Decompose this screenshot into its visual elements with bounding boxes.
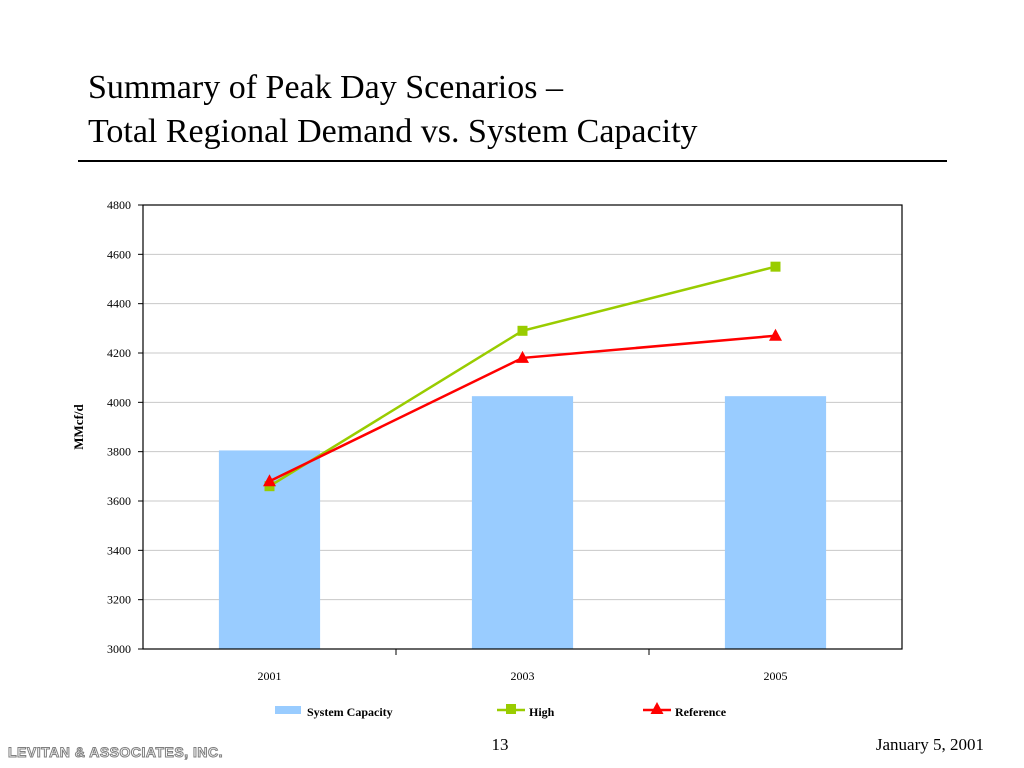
- plot-area-border: [142, 204, 903, 650]
- y-tick-label: 3200: [107, 593, 131, 607]
- point-reference-2003: [516, 350, 529, 363]
- slide-title: Summary of Peak Day Scenarios – Total Re…: [88, 66, 698, 154]
- footer-date: January 5, 2001: [875, 735, 984, 754]
- y-tick-label: 4600: [107, 247, 131, 261]
- legend-marker-high: [506, 704, 516, 714]
- slide-title-line-1: Summary of Peak Day Scenarios –: [88, 69, 563, 106]
- y-tick-label: 4000: [107, 395, 131, 409]
- point-high-2005: [770, 261, 781, 272]
- x-tick-label: 2005: [764, 669, 788, 683]
- title-divider: [78, 160, 947, 162]
- page-number: 13: [491, 735, 509, 754]
- bar-system-capacity-2005: [724, 396, 827, 649]
- y-tick-label: 4400: [107, 297, 131, 311]
- legend-label-reference: Reference: [675, 705, 727, 719]
- y-tick-label: 4200: [107, 346, 131, 360]
- company-logo: LEVITAN & ASSOCIATES, INC.: [8, 744, 223, 761]
- legend-label-high: High: [529, 705, 555, 719]
- y-tick-label: 3600: [107, 494, 131, 508]
- point-reference-2005: [769, 328, 782, 341]
- point-reference-2001: [263, 474, 276, 487]
- bar-system-capacity-2003: [471, 396, 574, 649]
- slide-title-line-2: Total Regional Demand vs. System Capacit…: [88, 113, 698, 150]
- x-tick-label: 2001: [258, 669, 282, 683]
- x-tick-label: 2003: [511, 669, 535, 683]
- y-tick-label: 3800: [107, 445, 131, 459]
- y-tick-label: 3000: [107, 642, 131, 656]
- legend-marker-reference: [650, 702, 664, 714]
- y-axis-label: MMcf/d: [71, 403, 86, 449]
- point-high-2003: [517, 325, 528, 336]
- legend-swatch-system-capacity: [275, 706, 301, 714]
- legend-label-system-capacity: System Capacity: [307, 705, 393, 719]
- y-tick-label: 3400: [107, 543, 131, 557]
- y-tick-label: 4800: [107, 198, 131, 212]
